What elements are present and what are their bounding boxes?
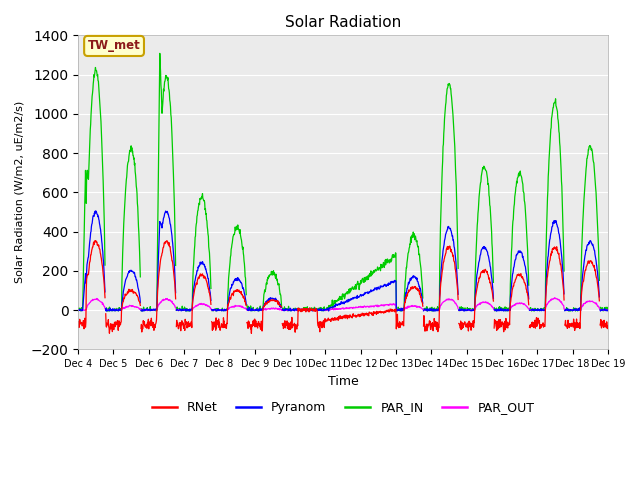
PAR_IN [282,306,290,312]
PAR_IN [604,307,612,313]
X-axis label: Time: Time [328,374,358,387]
PAR_OUT [74,307,82,313]
Title: Solar Radiation: Solar Radiation [285,15,401,30]
PAR_OUT [424,307,432,313]
RNet [74,324,82,329]
Pyranom [74,308,82,313]
PAR_OUT [604,307,612,313]
PAR_IN [511,189,519,194]
RNet [557,264,565,269]
Pyranom [191,276,199,281]
Pyranom [282,306,290,312]
RNet [604,323,612,328]
RNet [424,323,432,328]
Text: TW_met: TW_met [88,39,140,52]
Line: PAR_OUT: PAR_OUT [78,298,608,311]
PAR_IN [296,307,303,313]
Line: PAR_IN: PAR_IN [78,53,608,311]
RNet [191,283,199,289]
PAR_IN [557,167,565,173]
PAR_IN [74,308,82,314]
Pyranom [557,248,565,253]
RNet [296,306,303,312]
PAR_OUT [191,303,199,309]
PAR_OUT [557,300,565,305]
Pyranom [424,307,432,313]
Pyranom [604,307,612,313]
PAR_IN [424,308,432,313]
PAR_OUT [511,302,519,308]
Pyranom [296,307,303,312]
Legend: RNet, Pyranom, PAR_IN, PAR_OUT: RNet, Pyranom, PAR_IN, PAR_OUT [147,396,540,420]
Line: RNet: RNet [78,241,608,334]
Line: Pyranom: Pyranom [78,211,608,311]
RNet [282,321,290,327]
PAR_IN [191,233,199,239]
PAR_OUT [296,307,303,313]
PAR_OUT [282,307,290,313]
Pyranom [511,257,519,263]
RNet [511,276,519,282]
Y-axis label: Solar Radiation (W/m2, uE/m2/s): Solar Radiation (W/m2, uE/m2/s) [15,101,25,284]
